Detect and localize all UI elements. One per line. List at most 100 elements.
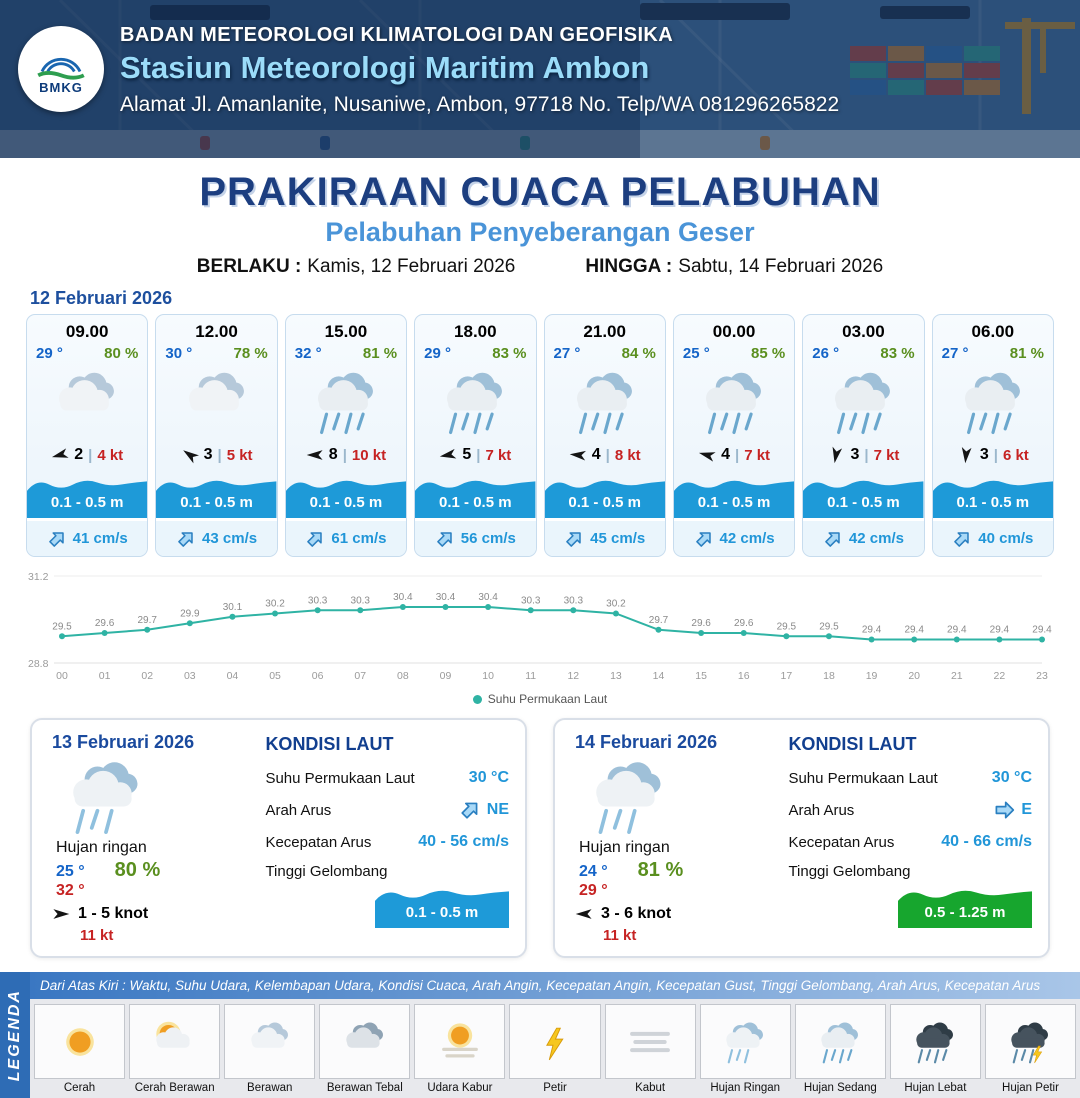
wave-height-band: 0.1 - 0.5 m [285, 472, 407, 518]
wave-height-badge: 0.1 - 0.5 m [375, 882, 509, 928]
legend-label: Udara Kabur [427, 1082, 493, 1094]
daily-temp-min: 24 ° [579, 863, 608, 880]
daily-date: 14 Februari 2026 [575, 732, 718, 752]
humidity: 81 % [1009, 345, 1044, 362]
separator: | [605, 446, 610, 464]
header: BMKG BADAN METEOROLOGI KLIMATOLOGI DAN G… [0, 0, 1080, 158]
wind-gust: 8 kt [614, 446, 641, 464]
hujan-ringan-icon [73, 761, 138, 834]
svg-text:09: 09 [440, 670, 452, 682]
current-direction-arrow [307, 531, 323, 547]
svg-text:17: 17 [781, 670, 793, 682]
svg-text:29.6: 29.6 [95, 618, 115, 629]
hujan-sedang-icon [964, 372, 1020, 435]
wind-direction-arrow [52, 448, 69, 458]
hujan-sedang-icon [821, 1022, 859, 1063]
svg-text:30.4: 30.4 [478, 592, 498, 603]
wind-direction-arrow [306, 450, 323, 460]
legend-label: Hujan Ringan [710, 1082, 781, 1094]
svg-text:30.3: 30.3 [521, 595, 541, 606]
wave-height-band: 0.1 - 0.5 m [415, 472, 536, 518]
daily-temp-max: 29 ° [579, 882, 608, 899]
current-direction-arrow [995, 801, 1015, 819]
legend-item: Berawan Tebal [319, 1004, 411, 1094]
sst-line-chart: 31.2 28.8 29.5 00 29.6 01 29.7 02 29.9 03 30.1 04 30… [28, 571, 1052, 682]
wave-shape [27, 480, 148, 518]
wave-shape [898, 890, 1032, 928]
legend-main: Dari Atas Kiri : Waktu, Suhu Udara, Kele… [30, 972, 1080, 1098]
svg-text:13: 13 [610, 670, 622, 682]
wind-gust: 7 kt [744, 446, 771, 464]
berawan-icon [59, 372, 114, 411]
weather-icon-wrap [156, 362, 276, 442]
svg-text:08: 08 [397, 670, 409, 682]
current-row: 45 cm/s [544, 518, 665, 556]
svg-text:30.4: 30.4 [393, 592, 413, 603]
forecast-card: 00.00 25 ° 85 % 4 | 7 kt 0.1 - 0.5 m 42 cm… [672, 314, 796, 557]
chart-legend-dot [472, 694, 482, 704]
forecast-card: 12.00 30 ° 78 % 3 | 5 kt 0.1 - 0.5 m 43 cm… [155, 314, 278, 557]
legend-sidebar-text: LEGENDA [6, 988, 23, 1082]
chart-legend: Suhu Permukaan Laut [26, 692, 1054, 706]
svg-text:07: 07 [354, 670, 366, 682]
current-dir-value: NE [486, 801, 509, 818]
humidity: 78 % [233, 345, 268, 362]
current-speed: 56 cm/s [460, 530, 516, 547]
forecast-time: 21.00 [583, 322, 626, 341]
svg-text:29.7: 29.7 [649, 615, 669, 626]
svg-text:16: 16 [738, 670, 750, 682]
hujan-sedang-icon [447, 372, 503, 435]
sst-row: Suhu Permukaan Laut 30 °C [788, 769, 1032, 787]
wind-gust: 5 kt [226, 446, 253, 464]
forecast-time: 12.00 [195, 322, 238, 341]
current-row: 41 cm/s [27, 518, 148, 556]
daily-temps-row: 25 ° 80 % [56, 859, 255, 882]
wave-height-band: 0.1 - 0.5 m [156, 472, 277, 518]
wind-speed: 3 [203, 446, 213, 463]
wave-height-band: 0.1 - 0.5 m [544, 472, 665, 518]
hujan-ringan-icon [596, 761, 661, 834]
humidity: 80 % [104, 345, 139, 362]
current-row: 61 cm/s [285, 518, 407, 556]
daily-condition: Hujan ringan [579, 839, 670, 856]
wave-height-value: 0.5 - 1.25 m [924, 904, 1006, 921]
sst-label: Suhu Permukaan Laut [788, 769, 938, 787]
svg-text:11: 11 [525, 670, 536, 682]
current-dir-label: Arah Arus [788, 801, 855, 819]
wave-shape [673, 480, 795, 518]
udara-kabur-icon [442, 1022, 478, 1057]
daily-humidity: 81 % [637, 859, 684, 881]
air-temperature: 30 ° [165, 345, 193, 362]
wave-shape [375, 890, 509, 928]
svg-text:20: 20 [908, 670, 920, 682]
sst-value: 30 °C [468, 769, 509, 786]
legend-sidebar: LEGENDA [0, 972, 30, 1098]
wave-height-value: 0.1 - 0.5 m [405, 904, 479, 921]
wind-gust: 7 kt [873, 446, 900, 464]
legend-item: Petir [509, 1004, 601, 1094]
current-speed-label: Kecepatan Arus [265, 833, 372, 851]
svg-text:28.8: 28.8 [28, 658, 49, 670]
address-line: Alamat Jl. Amanlanite, Nusaniwe, Ambon, … [120, 93, 840, 116]
legend-icon-box [604, 1004, 696, 1079]
hujan-sedang-icon [706, 372, 761, 435]
daily-condition: Hujan ringan [56, 839, 147, 856]
separator: | [88, 446, 93, 464]
legend-icon-box [889, 1004, 981, 1079]
weather-icon-wrap [674, 362, 794, 442]
svg-text:30.2: 30.2 [265, 599, 285, 610]
legend-label: Hujan Petir [1002, 1082, 1059, 1094]
forecast-time: 06.00 [971, 322, 1015, 341]
current-direction-arrow [178, 531, 193, 547]
svg-text:29.5: 29.5 [52, 621, 72, 632]
current-dir-label: Arah Arus [265, 801, 332, 819]
wind-row: 3 | 5 kt [156, 442, 276, 468]
weather-icon-wrap [545, 362, 665, 442]
svg-text:29.9: 29.9 [180, 608, 200, 619]
title-block: PRAKIRAAN CUACA PELABUHAN Pelabuhan Peny… [0, 158, 1080, 278]
sst-label: Suhu Permukaan Laut [265, 769, 415, 787]
air-temperature: 27 ° [553, 345, 581, 362]
legend-icon-box [224, 1004, 316, 1079]
wave-height-band: 0.1 - 0.5 m [803, 472, 924, 518]
